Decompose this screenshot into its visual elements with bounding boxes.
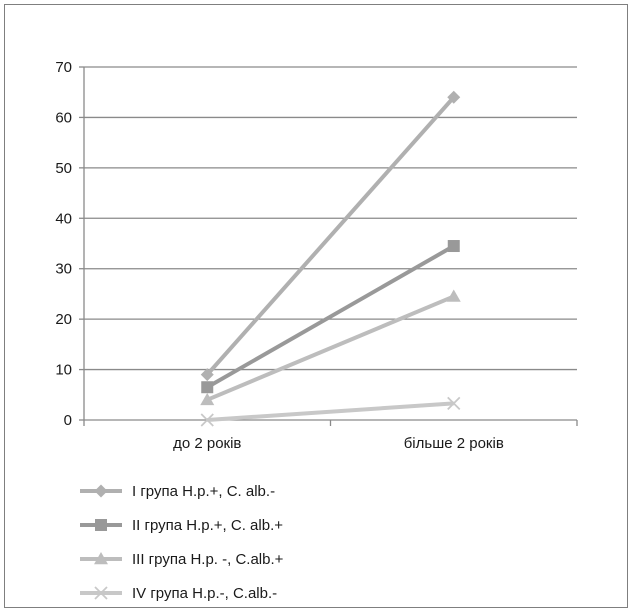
y-tick-label: 0 — [64, 412, 72, 429]
legend-label: I група H.p.+, C. alb.- — [132, 483, 275, 500]
y-tick-label: 10 — [55, 362, 72, 379]
legend-item: III група H.p. -, C.alb.+ — [80, 551, 284, 568]
data-point — [201, 381, 214, 394]
legend-label: IV група H.p.-, C.alb.- — [132, 585, 277, 602]
legend: I група H.p.+, C. alb.- II група H.p.+, C… — [80, 483, 284, 602]
data-point — [200, 368, 214, 382]
legend-item: I група H.p.+, C. alb.- — [80, 483, 275, 500]
series-3 — [200, 289, 461, 406]
y-tick-label: 20 — [55, 311, 72, 328]
legend-label: III група H.p. -, C.alb.+ — [132, 551, 284, 568]
data-point — [447, 396, 461, 410]
x-tick-label: більше 2 років — [404, 435, 504, 452]
data-point — [447, 240, 460, 253]
series-group — [200, 90, 461, 427]
legend-marker — [94, 586, 108, 600]
series-1 — [200, 90, 461, 382]
y-tick-label: 40 — [55, 210, 72, 227]
chart-frame — [4, 4, 628, 608]
legend-marker — [95, 519, 107, 531]
y-tick-label: 30 — [55, 261, 72, 278]
data-point — [446, 289, 461, 302]
data-point — [200, 413, 214, 427]
series-4 — [200, 396, 461, 427]
legend-marker — [94, 552, 108, 565]
legend-item: IV група H.p.-, C.alb.- — [80, 585, 277, 602]
y-tick-label: 50 — [55, 160, 72, 177]
series-line — [206, 244, 455, 389]
gridlines — [79, 66, 578, 426]
series-line — [205, 95, 456, 376]
x-tick-label: до 2 років — [173, 435, 241, 452]
series-2 — [201, 240, 460, 394]
data-point — [200, 392, 215, 406]
series-line — [206, 294, 455, 402]
data-point — [447, 90, 461, 104]
x-axis-ticks: до 2 років більше 2 років — [173, 435, 504, 452]
legend-item: II група H.p.+, C. alb.+ — [80, 517, 283, 534]
legend-marker — [94, 484, 108, 498]
series-line — [207, 401, 454, 422]
y-axis-ticks: 0 10 20 30 40 50 60 70 — [55, 59, 72, 429]
y-tick-label: 60 — [55, 109, 72, 126]
legend-label: II група H.p.+, C. alb.+ — [132, 517, 283, 534]
y-tick-label: 70 — [55, 59, 72, 76]
